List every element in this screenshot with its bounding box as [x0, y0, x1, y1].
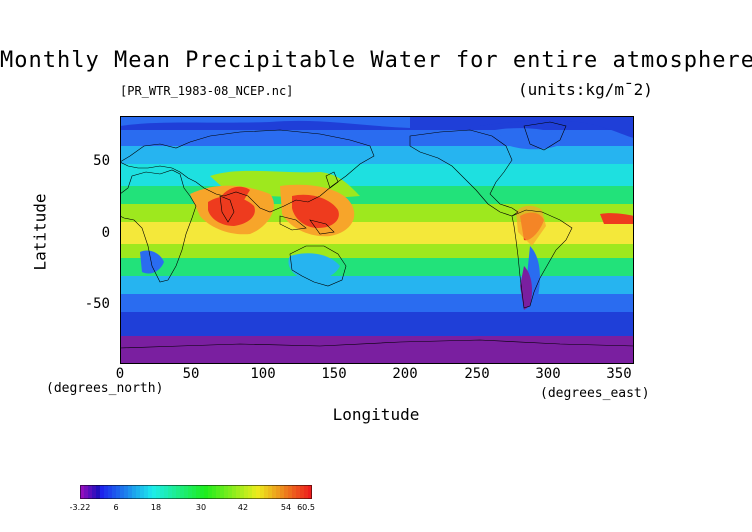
colorbar-label: 6: [113, 503, 119, 512]
colorbar: [80, 485, 312, 499]
x-tick-label: 50: [182, 366, 200, 382]
coastline-outlines: [120, 121, 634, 349]
colorbar-cell: [88, 485, 93, 499]
file-label: [PR_WTR_1983-08_NCEP.nc]: [120, 84, 294, 98]
colorbar-cell: [112, 485, 117, 499]
colorbar-cell: [80, 485, 85, 499]
x-tick-label: 350: [606, 366, 632, 382]
map-frame: [120, 116, 634, 364]
colorbar-cell: [208, 485, 213, 499]
map-title: Monthly Mean Precipitable Water for enti…: [0, 48, 752, 73]
colorbar-cell: [228, 485, 233, 499]
colorbar-cell: [248, 485, 253, 499]
colorbar-cell: [96, 485, 101, 499]
colorbar-cell: [236, 485, 241, 499]
colorbar-cell: [176, 485, 181, 499]
colorbar-label: 42: [237, 503, 249, 512]
colorbar-cell: [252, 485, 257, 499]
y-unit-label: (degrees_north): [46, 381, 164, 396]
colorbar-cell: [120, 485, 125, 499]
colorbar-cell: [184, 485, 189, 499]
colorbar-cell: [308, 485, 312, 499]
colorbar-cell: [216, 485, 221, 499]
colorbar-cell: [200, 485, 205, 499]
colorbar-cell: [100, 485, 105, 499]
units-label: (units:kg/m¯2): [518, 80, 653, 99]
y-tick-label: -50: [84, 296, 110, 312]
x-unit-label: (degrees_east): [540, 386, 650, 401]
colorbar-label: -3.22: [69, 503, 91, 512]
colorbar-cell: [284, 485, 289, 499]
colorbar-cell: [288, 485, 293, 499]
colorbar-cell: [92, 485, 97, 499]
colorbar-cell: [280, 485, 285, 499]
colorbar-label: 18: [150, 503, 162, 512]
colorbar-label: 30: [195, 503, 207, 512]
colorbar-cell: [292, 485, 297, 499]
x-tick-label: 0: [115, 366, 125, 382]
colorbar-cell: [124, 485, 129, 499]
colorbar-cell: [304, 485, 309, 499]
colorbar-cell: [276, 485, 281, 499]
colorbar-cell: [156, 485, 161, 499]
colorbar-cell: [116, 485, 121, 499]
colorbar-cell: [196, 485, 201, 499]
y-axis-label: Latitude: [30, 193, 50, 271]
colorbar-cell: [132, 485, 137, 499]
colorbar-cell: [84, 485, 89, 499]
colorbar-cell: [104, 485, 109, 499]
x-tick-label: 150: [321, 366, 347, 382]
colorbar-cell: [212, 485, 217, 499]
colorbar-cell: [240, 485, 245, 499]
colorbar-cell: [108, 485, 113, 499]
colorbar-cell: [272, 485, 277, 499]
colorbar-cell: [152, 485, 157, 499]
colorbar-label: 54: [280, 503, 292, 512]
colorbar-cell: [204, 485, 209, 499]
colorbar-cell: [232, 485, 237, 499]
x-axis-label: Longitude: [332, 405, 420, 424]
colorbar-cell: [140, 485, 145, 499]
x-tick-label: 250: [464, 366, 490, 382]
colorbar-cell: [172, 485, 177, 499]
colorbar-cell: [264, 485, 269, 499]
colorbar-cell: [128, 485, 133, 499]
colorbar-label: 60.5: [297, 503, 315, 512]
precipitable-water-map: [120, 116, 634, 364]
y-tick-label: 0: [101, 225, 110, 241]
x-tick-label: 300: [535, 366, 561, 382]
colorbar-cell: [144, 485, 149, 499]
colorbar-cell: [300, 485, 305, 499]
x-tick-label: 100: [250, 366, 276, 382]
y-tick-label: 50: [93, 153, 110, 169]
colorbar-cell: [168, 485, 173, 499]
colorbar-cell: [136, 485, 141, 499]
colorbar-cell: [260, 485, 265, 499]
colorbar-cell: [244, 485, 249, 499]
colorbar-cell: [188, 485, 193, 499]
colorbar-cell: [256, 485, 261, 499]
colorbar-cell: [148, 485, 153, 499]
colorbar-cell: [296, 485, 301, 499]
colorbar-cell: [164, 485, 169, 499]
colorbar-cell: [192, 485, 197, 499]
precipitable-water-field: [120, 116, 634, 364]
x-tick-label: 200: [392, 366, 418, 382]
colorbar-cell: [180, 485, 185, 499]
colorbar-cell: [224, 485, 229, 499]
colorbar-cell: [268, 485, 273, 499]
colorbar-cell: [160, 485, 165, 499]
colorbar-cell: [220, 485, 225, 499]
